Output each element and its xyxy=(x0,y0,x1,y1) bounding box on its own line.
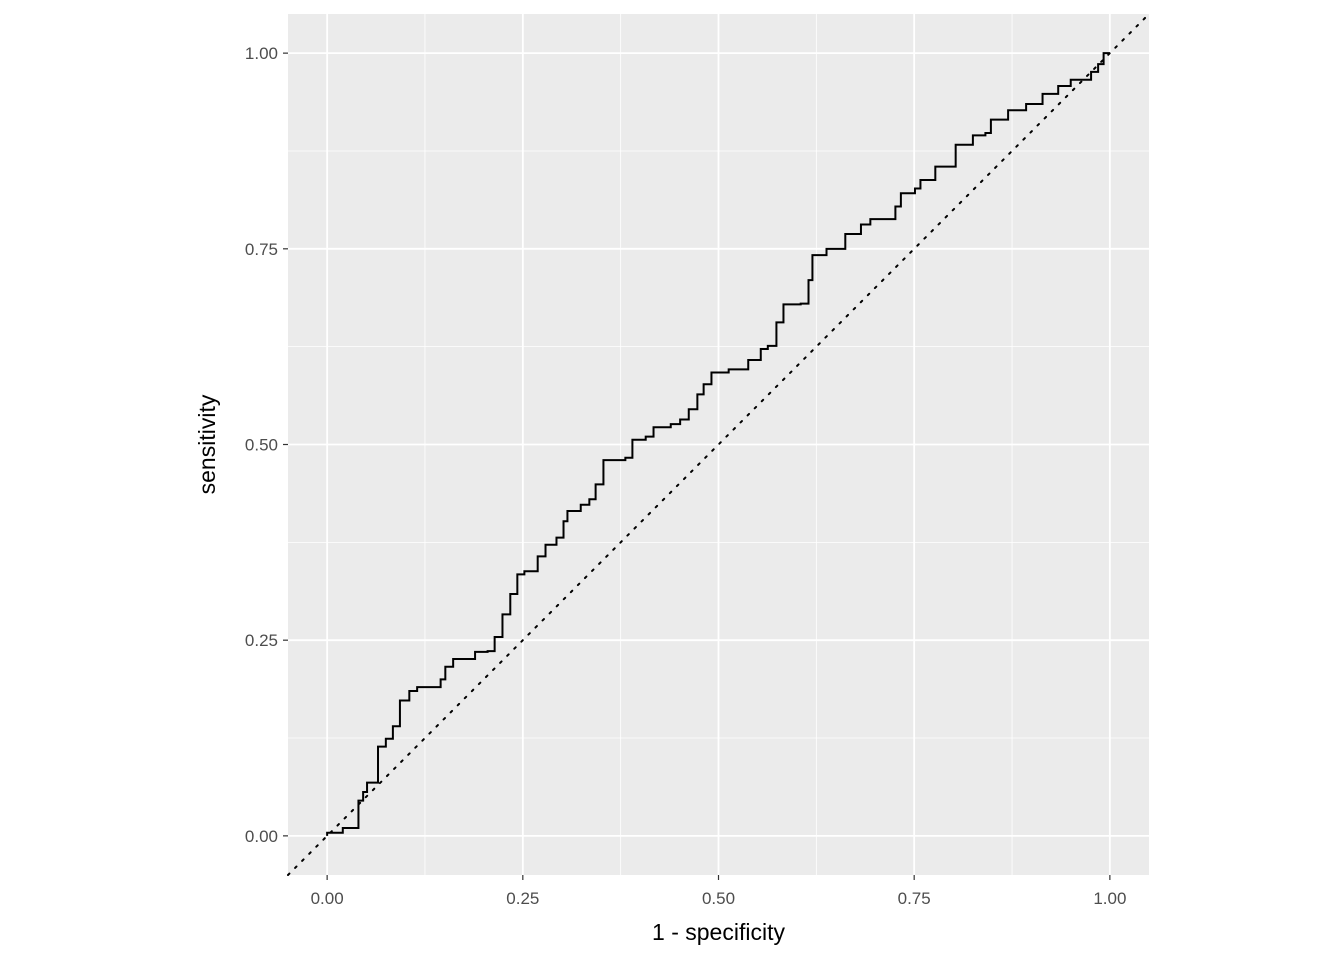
x-tick-label: 0.50 xyxy=(702,889,735,908)
y-tick-label: 0.50 xyxy=(245,436,278,455)
axis-ticks: 0.00 0.25 0.50 0.75 1.00 0.00 0.25 0.50 0.75 1.00 xyxy=(245,44,1127,908)
chart-marks xyxy=(287,13,1150,876)
y-tick-label: 0.75 xyxy=(245,240,278,259)
roc-curve xyxy=(326,52,1110,836)
gridlines xyxy=(288,14,1149,875)
y-tick-label: 0.00 xyxy=(245,827,278,846)
diagonal-reference-line xyxy=(287,13,1150,876)
y-tick-label: 0.25 xyxy=(245,631,278,650)
y-tick-label: 1.00 xyxy=(245,44,278,63)
x-axis-title: 1 - specificity xyxy=(652,919,785,945)
x-tick-label: 1.00 xyxy=(1093,889,1126,908)
x-tick-label: 0.75 xyxy=(898,889,931,908)
y-axis-title: sensitivity xyxy=(194,394,220,494)
x-tick-label: 0.25 xyxy=(506,889,539,908)
x-tick-label: 0.00 xyxy=(311,889,344,908)
